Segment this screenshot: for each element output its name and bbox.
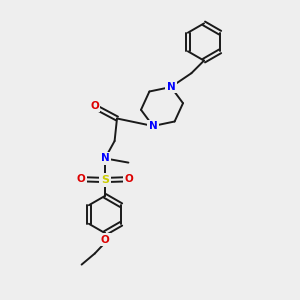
Text: S: S (101, 175, 109, 185)
Text: N: N (100, 153, 109, 164)
Text: O: O (76, 174, 85, 184)
Text: O: O (100, 235, 109, 245)
Text: O: O (90, 101, 99, 111)
Text: N: N (148, 121, 158, 131)
Text: O: O (124, 174, 134, 184)
Text: N: N (167, 82, 176, 92)
